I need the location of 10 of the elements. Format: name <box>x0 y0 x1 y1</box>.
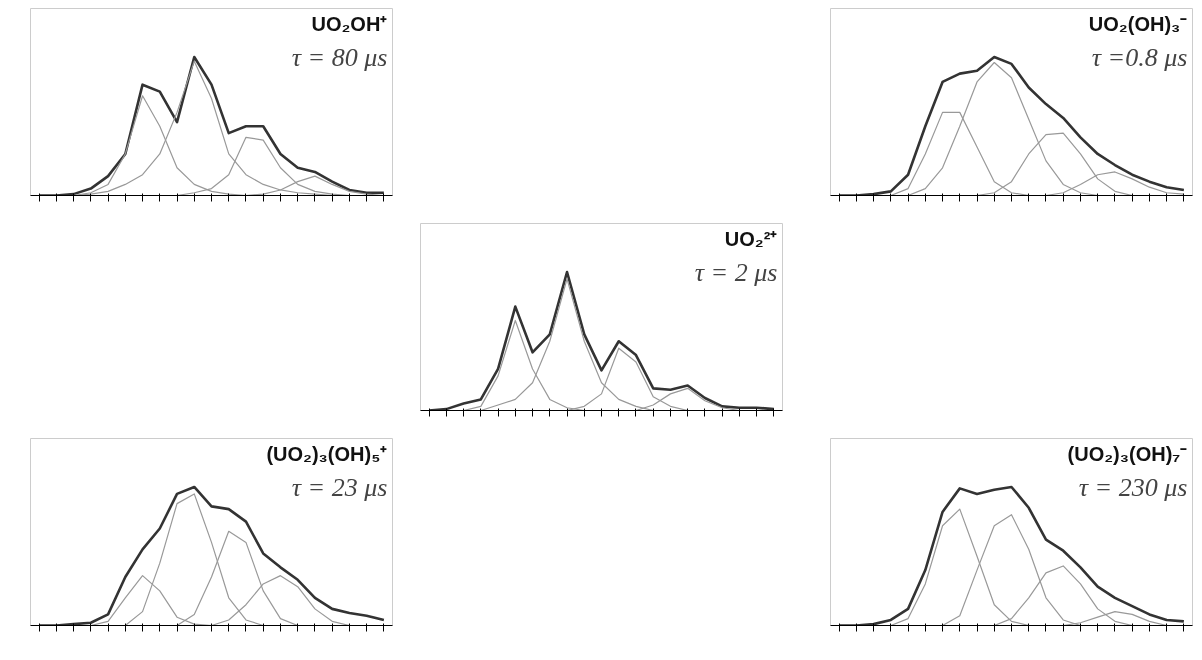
chart-subtitle: τ = 23 μs <box>291 473 388 503</box>
chart-subtitle: τ =0.8 μs <box>1091 43 1188 73</box>
chart-subtitle: τ = 2 μs <box>694 258 778 288</box>
chart-title: (UO₂)₃(OH)₇⁻ <box>1067 442 1188 465</box>
chart-title: UO₂(OH)₃⁻ <box>1088 12 1188 35</box>
chart-title: UO₂²⁺ <box>724 227 778 250</box>
chart-subtitle: τ = 80 μs <box>291 43 388 73</box>
chart-title: UO₂OH⁺ <box>311 12 388 35</box>
chart-subtitle: τ = 230 μs <box>1078 473 1188 503</box>
chart-title: (UO₂)₃(OH)₅⁺ <box>266 442 388 465</box>
